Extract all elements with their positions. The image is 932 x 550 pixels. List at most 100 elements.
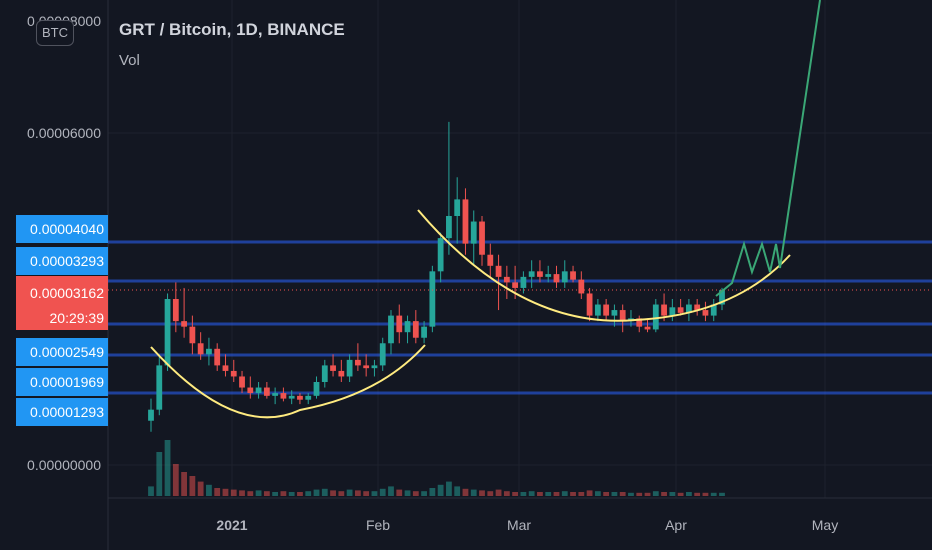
candle-body <box>338 370 345 377</box>
volume-bar <box>586 490 593 496</box>
volume-bar <box>487 491 494 496</box>
candle-body <box>611 310 618 316</box>
candle-body <box>694 304 701 311</box>
price-level-tag-label: 0.00003293 <box>30 253 104 269</box>
candle-body <box>230 370 237 377</box>
candle-body <box>172 299 179 322</box>
price-level-tag-label: 0.00001293 <box>30 404 104 420</box>
candle-body <box>686 304 692 313</box>
price-level-tag <box>16 247 108 275</box>
volume-bar <box>578 492 585 496</box>
candles <box>148 121 725 432</box>
volume-bar <box>628 492 634 496</box>
candle-body <box>644 326 651 330</box>
candle-body <box>553 274 560 283</box>
x-tick-label: 2021 <box>216 517 247 533</box>
volume-bar <box>388 486 394 496</box>
candle-body <box>313 382 320 396</box>
pattern-curve-right <box>417 209 791 322</box>
y-tick-label: 0.00006000 <box>27 125 101 141</box>
volume-bar <box>594 491 601 496</box>
volume-bar <box>429 488 436 496</box>
volume-bar <box>570 492 576 496</box>
volume-bar <box>520 492 527 496</box>
candle-body <box>363 365 370 369</box>
volume-bar <box>338 491 345 496</box>
candle-body <box>297 395 303 400</box>
last-price-tag <box>16 276 108 330</box>
candle-body <box>321 365 328 382</box>
candle-body <box>330 365 336 371</box>
candle-body <box>412 321 419 338</box>
volume-bar <box>619 492 626 496</box>
chart-title: GRT / Bitcoin, 1D, BINANCE <box>119 20 345 39</box>
candle-body <box>197 343 204 355</box>
volume-bar <box>719 492 725 496</box>
volume-bar <box>148 486 154 496</box>
x-tick-label: Mar <box>507 517 531 533</box>
price-level-tag <box>16 215 108 243</box>
volume-bar <box>321 488 328 496</box>
candle-body <box>255 387 262 394</box>
candle-body <box>470 221 477 244</box>
volume-bar <box>611 492 618 496</box>
volume-bar <box>686 492 692 496</box>
candle-body <box>379 343 386 366</box>
bar-countdown: 20:29:39 <box>50 310 105 326</box>
price-level-tags: 0.00004040 0.00003293 0.00002549 0.00001969… <box>16 215 108 426</box>
candle-body <box>570 271 576 280</box>
volume-bar <box>437 484 444 496</box>
volume-bar <box>702 492 709 496</box>
volume-bar <box>222 488 229 496</box>
volume-bar <box>603 492 610 496</box>
candle-body <box>371 365 378 369</box>
volume-bar <box>479 490 485 496</box>
price-level-tag-label: 0.00001969 <box>30 374 104 390</box>
candle-body <box>578 279 585 294</box>
candle-body <box>636 318 643 327</box>
candle-body <box>429 271 436 327</box>
candle-body <box>479 221 485 255</box>
x-tick-label: Apr <box>665 517 687 533</box>
candle-body <box>487 254 494 266</box>
volume-bar <box>206 484 212 496</box>
volume-bar <box>181 472 187 496</box>
volume-bar <box>305 491 312 496</box>
volume-bar <box>255 490 262 496</box>
volume-bar <box>470 489 477 496</box>
candle-body <box>537 271 543 277</box>
volume-indicator-label[interactable]: Vol <box>119 52 140 69</box>
candle-body <box>528 271 535 277</box>
candle-body <box>206 348 212 355</box>
volume-bar <box>528 491 535 496</box>
candle-body <box>710 304 717 316</box>
volume-bar <box>454 486 461 496</box>
candle-body <box>396 315 403 333</box>
candle-body <box>545 274 552 277</box>
volume-bar <box>636 492 643 496</box>
volume-bar <box>371 491 378 496</box>
candle-body <box>388 315 394 344</box>
price-level-tag <box>16 398 108 426</box>
candle-body <box>677 307 684 313</box>
candle-body <box>503 276 510 283</box>
volume-bar <box>354 490 361 496</box>
volume-bar <box>164 440 171 496</box>
candle-body <box>520 276 527 288</box>
volume-bar <box>156 452 163 496</box>
candle-body <box>156 365 163 410</box>
volume-bar <box>288 492 295 496</box>
volume-bar <box>272 492 279 496</box>
candle-body <box>669 307 676 316</box>
candle-body <box>354 359 361 366</box>
volume-bar <box>553 492 560 496</box>
candle-body <box>454 199 461 216</box>
volume-bar <box>396 489 403 496</box>
candle-body <box>619 310 626 322</box>
candle-body <box>586 293 593 316</box>
currency-button[interactable]: BTC <box>36 20 74 46</box>
candle-body <box>512 282 519 288</box>
projection-path <box>715 0 821 297</box>
volume-bar <box>197 481 204 496</box>
